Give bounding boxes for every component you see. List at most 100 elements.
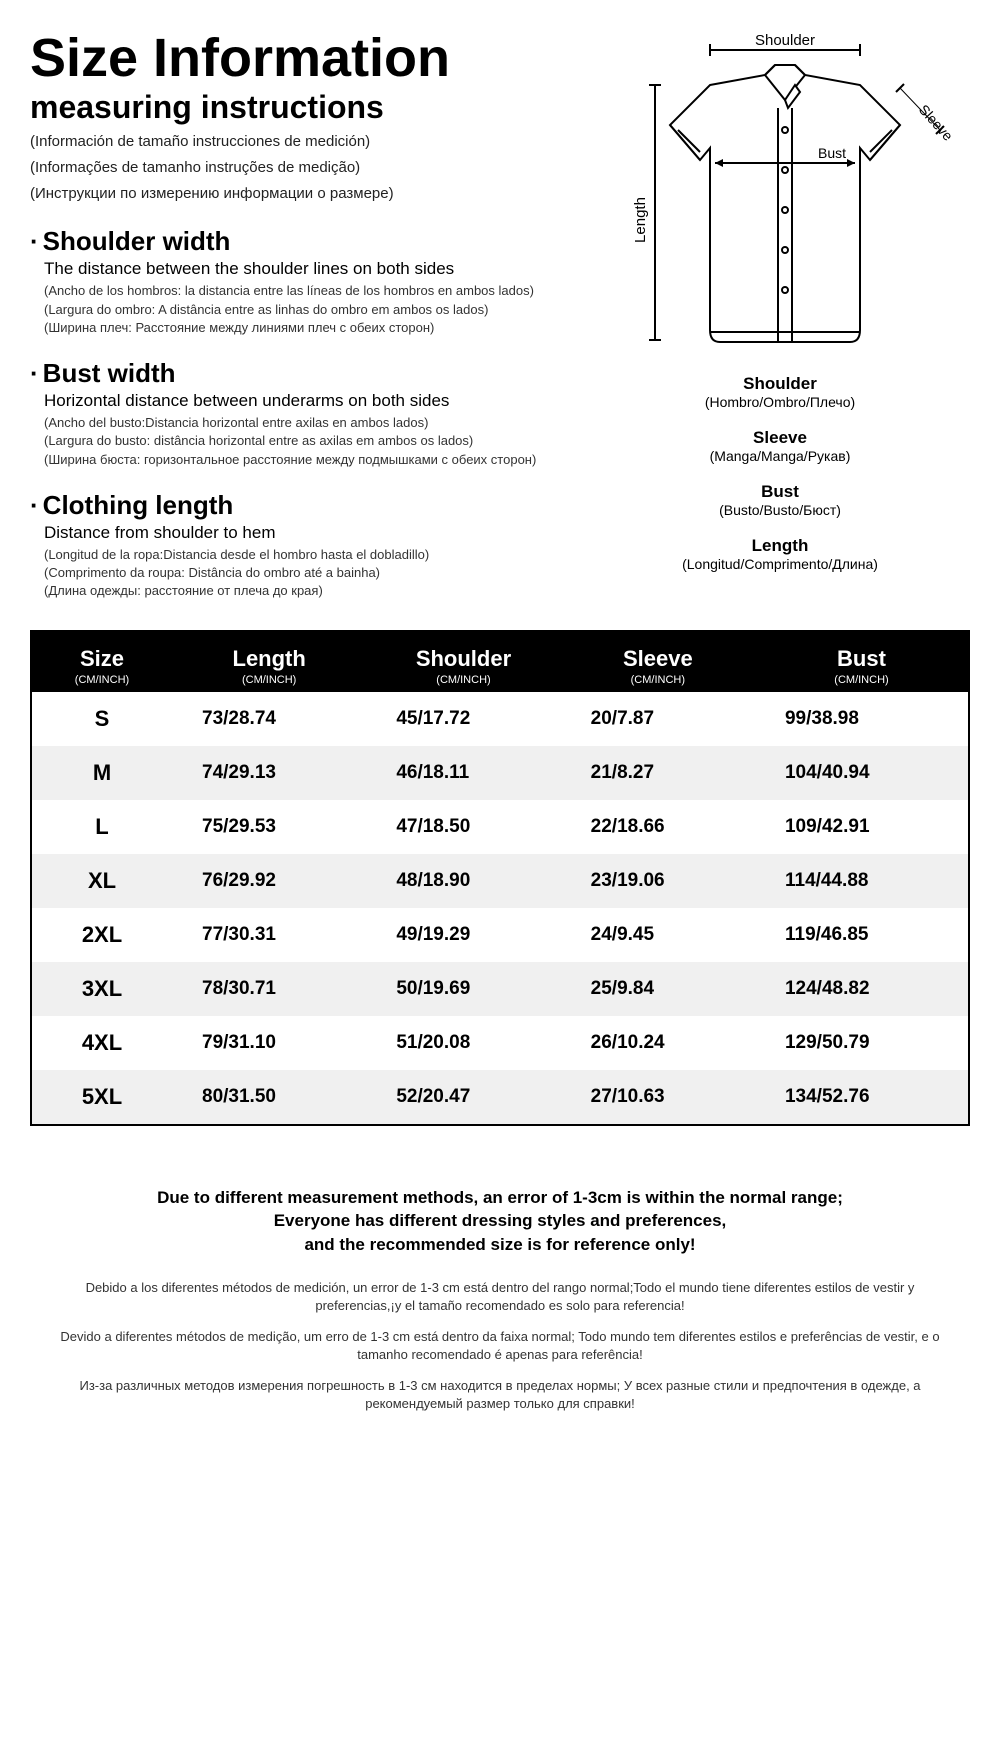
table-row: L75/29.5347/18.5022/18.66109/42.91 — [32, 800, 968, 854]
table-cell: 73/28.74 — [172, 692, 366, 746]
section-heading: Bust width — [30, 358, 570, 389]
table-cell: 24/9.45 — [561, 908, 755, 962]
table-cell: 77/30.31 — [172, 908, 366, 962]
table-cell: 3XL — [32, 962, 172, 1016]
table-cell: 119/46.85 — [755, 908, 968, 962]
diagram-label-sleeve: Sleeve — [916, 101, 957, 144]
section-translation: (Ancho de los hombros: la distancia entr… — [44, 283, 570, 299]
disclaimer: Due to different measurement methods, an… — [30, 1186, 970, 1413]
section-translation: (Longitud de la ropa:Distancia desde el … — [44, 547, 570, 563]
table-cell: 79/31.10 — [172, 1016, 366, 1070]
table-cell: 4XL — [32, 1016, 172, 1070]
table-cell: 26/10.24 — [561, 1016, 755, 1070]
table-cell: 46/18.11 — [366, 746, 560, 800]
table-row: 5XL80/31.5052/20.4727/10.63134/52.76 — [32, 1070, 968, 1124]
left-column: Size Information measuring instructions … — [30, 30, 570, 602]
table-cell: 134/52.76 — [755, 1070, 968, 1124]
legend-title: Sleeve — [590, 428, 970, 448]
legend-block: Shoulder(Hombro/Ombro/Плечо) — [590, 374, 970, 410]
section-translation: (Comprimento da roupa: Distância do ombr… — [44, 565, 570, 581]
table-row: M74/29.1346/18.1121/8.27104/40.94 — [32, 746, 968, 800]
section-desc: Distance from shoulder to hem — [44, 523, 570, 543]
table-cell: 76/29.92 — [172, 854, 366, 908]
section-desc: Horizontal distance between underarms on… — [44, 391, 570, 411]
table-row: 4XL79/31.1051/20.0826/10.24129/50.79 — [32, 1016, 968, 1070]
diagram-label-shoulder: Shoulder — [755, 32, 815, 49]
table-cell: 109/42.91 — [755, 800, 968, 854]
table-cell: XL — [32, 854, 172, 908]
legend-translation: (Longitud/Comprimento/Длина) — [590, 556, 970, 572]
diagram-label-length: Length — [632, 197, 649, 243]
table-header: Length(CM/INCH) — [172, 632, 366, 692]
table-cell: 5XL — [32, 1070, 172, 1124]
table-cell: 99/38.98 — [755, 692, 968, 746]
legend-title: Length — [590, 536, 970, 556]
legend-block: Length(Longitud/Comprimento/Длина) — [590, 536, 970, 572]
section-translation: (Ширина плеч: Расстояние между линиями п… — [44, 320, 570, 336]
table-cell: 48/18.90 — [366, 854, 560, 908]
legend-block: Bust(Busto/Busto/Бюст) — [590, 482, 970, 518]
section-translation: (Ancho del busto:Distancia horizontal en… — [44, 415, 570, 431]
table-header: Shoulder(CM/INCH) — [366, 632, 560, 692]
table-cell: 114/44.88 — [755, 854, 968, 908]
right-column: Shoulder Length Sleeve — [590, 30, 970, 602]
disclaimer-translation: Из-за различных методов измерения погреш… — [30, 1377, 970, 1412]
section-translation: (Largura do ombro: A distância entre as … — [44, 302, 570, 318]
table-header: Bust(CM/INCH) — [755, 632, 968, 692]
table-cell: 22/18.66 — [561, 800, 755, 854]
diagram-label-bust: Bust — [818, 145, 846, 161]
table-cell: 20/7.87 — [561, 692, 755, 746]
shirt-diagram: Shoulder Length Sleeve — [600, 30, 960, 360]
title-translation: (Informações de tamanho instruções de me… — [30, 158, 570, 178]
legend-translation: (Busto/Busto/Бюст) — [590, 502, 970, 518]
table-cell: 49/19.29 — [366, 908, 560, 962]
legend-translation: (Manga/Manga/Рукав) — [590, 448, 970, 464]
sections: Shoulder widthThe distance between the s… — [30, 226, 570, 599]
disclaimer-translation: Devido a diferentes métodos de medição, … — [30, 1328, 970, 1363]
table-cell: M — [32, 746, 172, 800]
table-cell: 75/29.53 — [172, 800, 366, 854]
title-translation: (Инструкции по измерению информации о ра… — [30, 184, 570, 204]
table-row: XL76/29.9248/18.9023/19.06114/44.88 — [32, 854, 968, 908]
table-cell: 52/20.47 — [366, 1070, 560, 1124]
section-translation: (Ширина бюста: горизонтальное расстояние… — [44, 452, 570, 468]
table-cell: 50/19.69 — [366, 962, 560, 1016]
table-cell: 2XL — [32, 908, 172, 962]
title-translation: (Información de tamaño instrucciones de … — [30, 132, 570, 152]
disclaimer-translation: Debido a los diferentes métodos de medic… — [30, 1279, 970, 1314]
legend-block: Sleeve(Manga/Manga/Рукав) — [590, 428, 970, 464]
table-cell: 21/8.27 — [561, 746, 755, 800]
table-cell: 47/18.50 — [366, 800, 560, 854]
table-row: S73/28.7445/17.7220/7.8799/38.98 — [32, 692, 968, 746]
legend-title: Shoulder — [590, 374, 970, 394]
section-heading: Clothing length — [30, 490, 570, 521]
table-cell: 104/40.94 — [755, 746, 968, 800]
disclaimer-main: Due to different measurement methods, an… — [30, 1186, 970, 1257]
page-subtitle: measuring instructions — [30, 89, 570, 126]
table-cell: 23/19.06 — [561, 854, 755, 908]
page-title: Size Information — [30, 30, 570, 87]
table-row: 2XL77/30.3149/19.2924/9.45119/46.85 — [32, 908, 968, 962]
top-section: Size Information measuring instructions … — [30, 30, 970, 602]
section-translation: (Largura do busto: distância horizontal … — [44, 433, 570, 449]
section-heading: Shoulder width — [30, 226, 570, 257]
section-translation: (Длина одежды: расстояние от плеча до кр… — [44, 583, 570, 599]
legend: Shoulder(Hombro/Ombro/Плечо) Sleeve(Manga… — [590, 374, 970, 572]
table-row: 3XL78/30.7150/19.6925/9.84124/48.82 — [32, 962, 968, 1016]
table-cell: L — [32, 800, 172, 854]
title-translations: (Información de tamaño instrucciones de … — [30, 132, 570, 205]
section-desc: The distance between the shoulder lines … — [44, 259, 570, 279]
table-cell: 25/9.84 — [561, 962, 755, 1016]
table-cell: S — [32, 692, 172, 746]
table-cell: 45/17.72 — [366, 692, 560, 746]
table-header: Size(CM/INCH) — [32, 632, 172, 692]
table-cell: 51/20.08 — [366, 1016, 560, 1070]
table-header: Sleeve(CM/INCH) — [561, 632, 755, 692]
table-cell: 124/48.82 — [755, 962, 968, 1016]
table-cell: 80/31.50 — [172, 1070, 366, 1124]
legend-translation: (Hombro/Ombro/Плечо) — [590, 394, 970, 410]
legend-title: Bust — [590, 482, 970, 502]
table-cell: 27/10.63 — [561, 1070, 755, 1124]
table-cell: 129/50.79 — [755, 1016, 968, 1070]
table-cell: 74/29.13 — [172, 746, 366, 800]
